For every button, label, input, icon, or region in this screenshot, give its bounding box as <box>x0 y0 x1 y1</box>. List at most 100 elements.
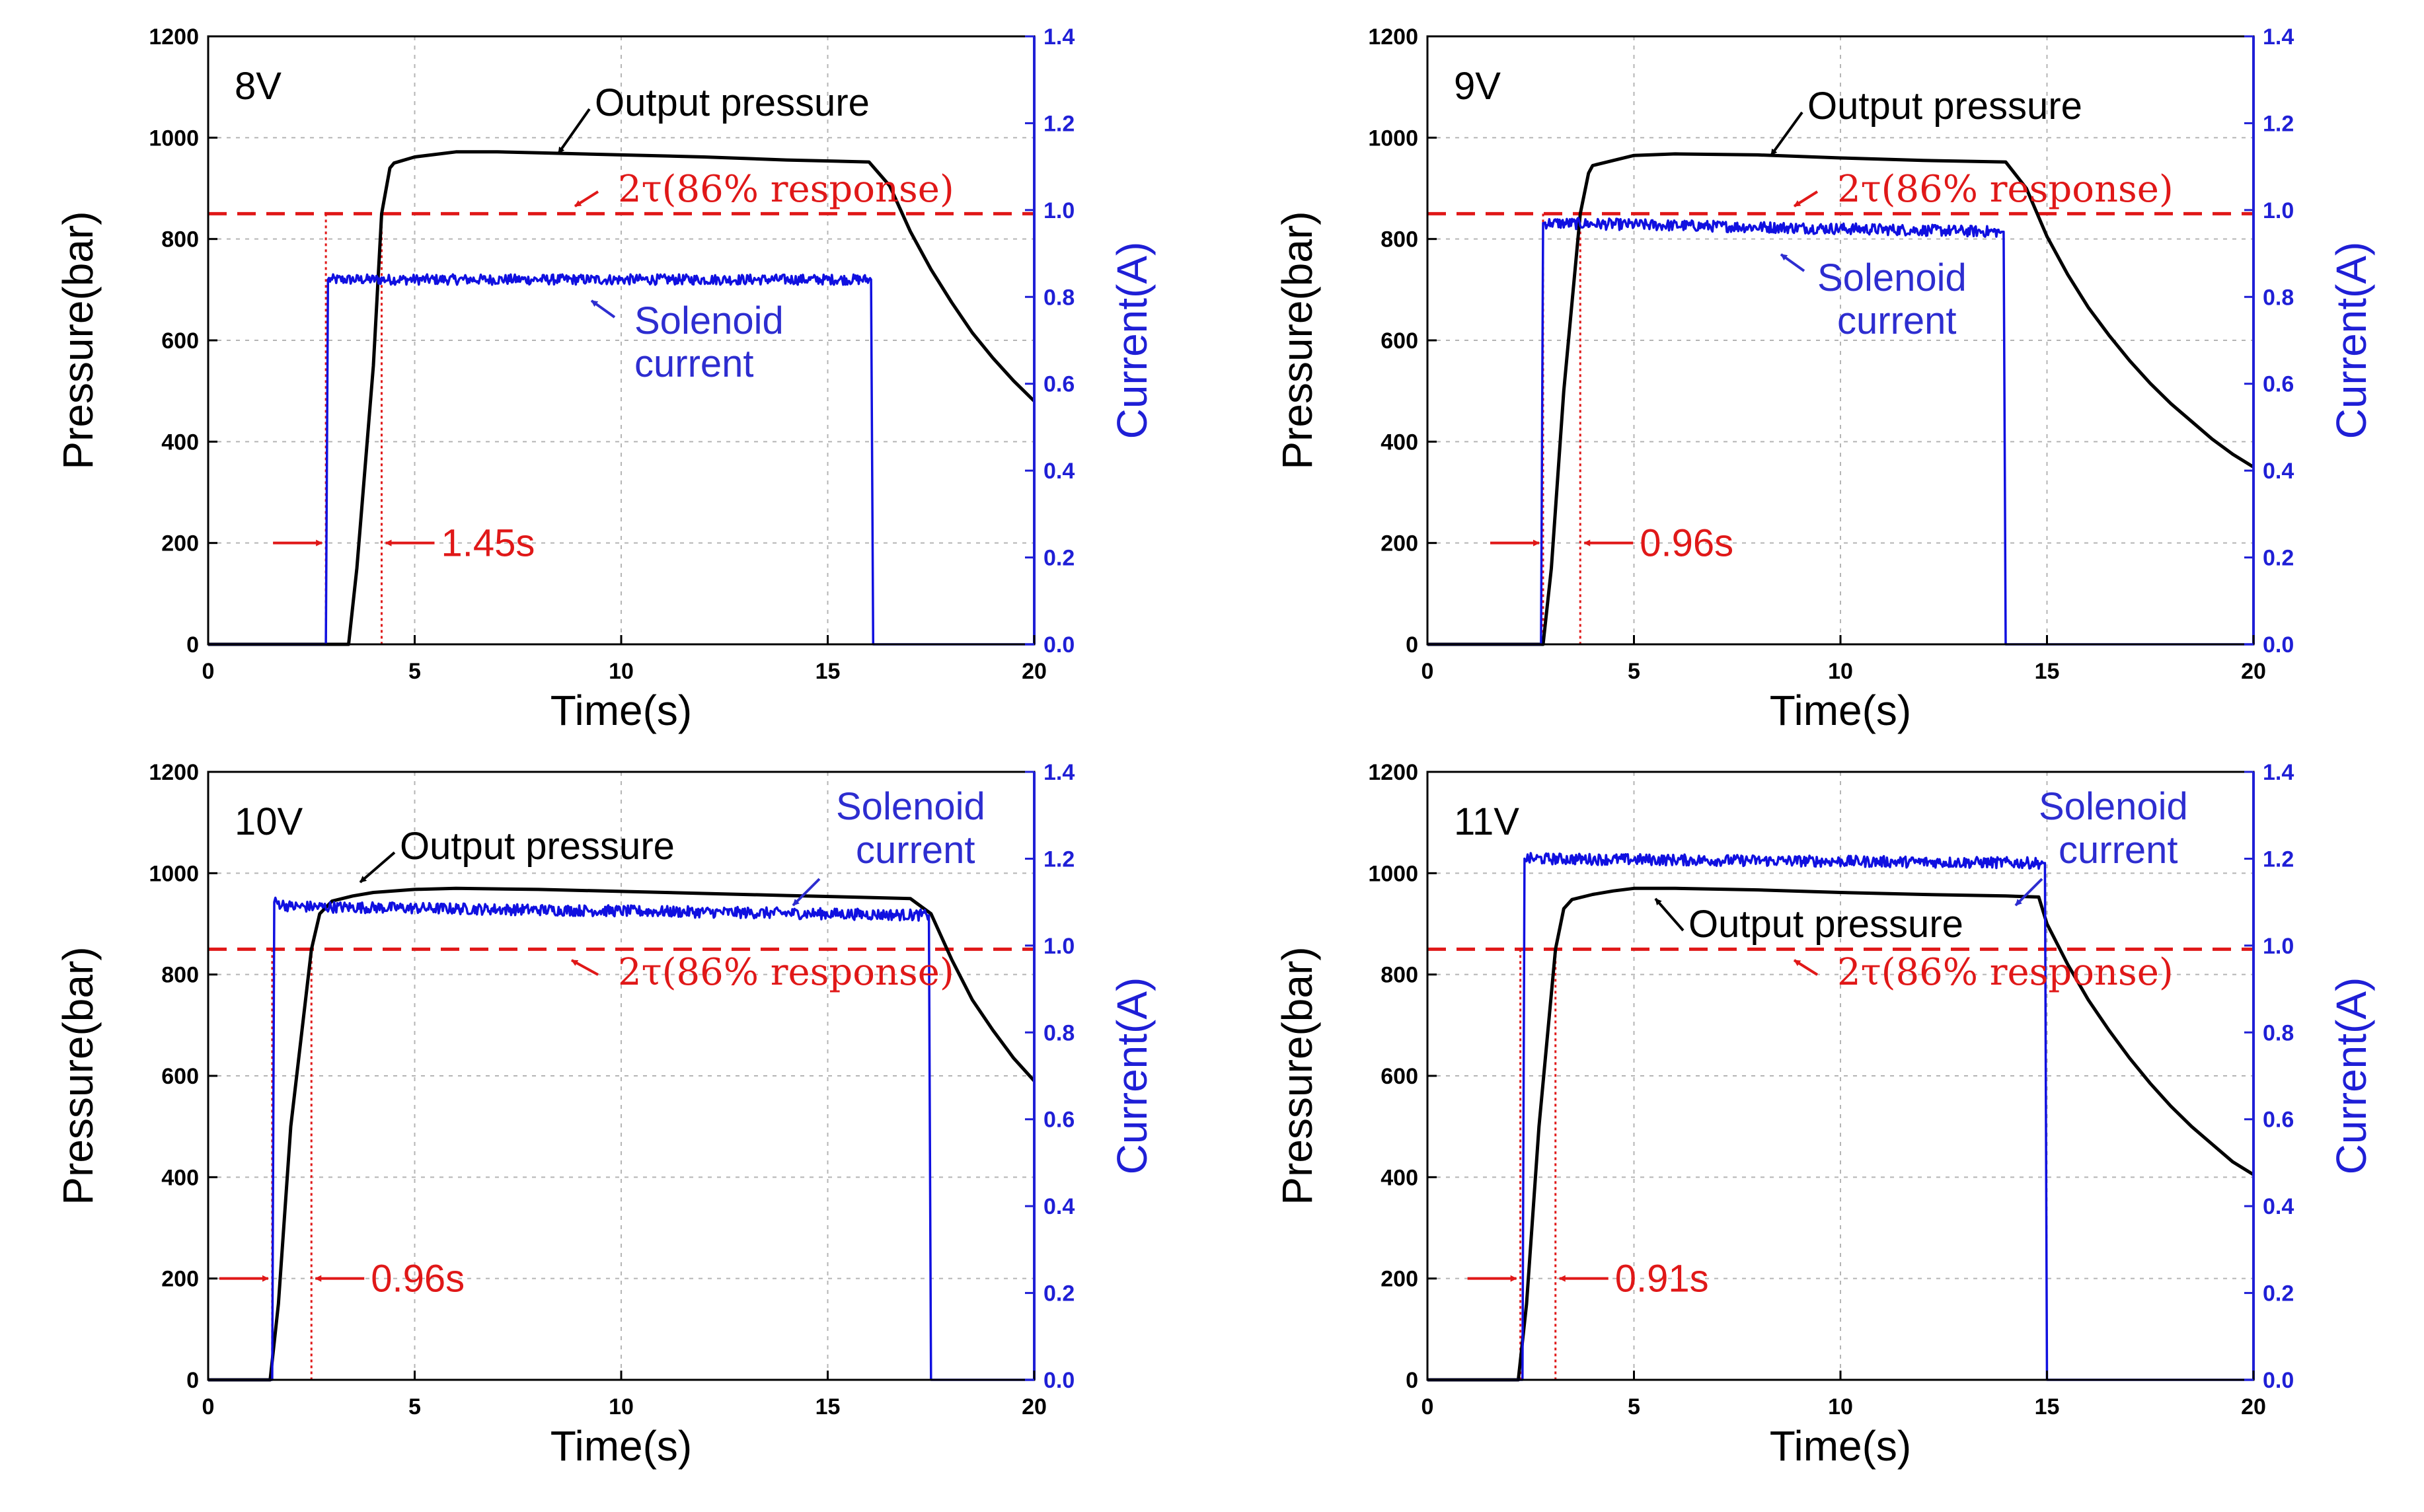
y-tick-label: 0 <box>1406 632 1418 658</box>
y2-tick-label: 0.8 <box>1043 1020 1075 1045</box>
grid <box>208 772 1034 1380</box>
grid <box>1427 772 2254 1380</box>
annotation-output-pressure: Output pressure <box>595 81 870 124</box>
y-tick-label: 1200 <box>1368 760 1418 785</box>
y2-tick-label: 1.0 <box>1043 934 1075 959</box>
annotation-arrow-threshold <box>574 190 599 208</box>
x-axis-title: Time(s) <box>550 1422 692 1470</box>
y-axis-title: Pressure(bar) <box>1273 946 1321 1205</box>
y-tick-label: 600 <box>161 1064 199 1089</box>
y-tick-label: 400 <box>1381 1165 1418 1190</box>
y2-tick-label: 1.2 <box>1043 111 1075 136</box>
y2-tick-label: 0.8 <box>2263 1020 2294 1045</box>
y2-tick-label: 0.6 <box>2263 1108 2294 1133</box>
series-output-pressure <box>1427 886 2255 1382</box>
annotation-arrow-current <box>2014 878 2043 907</box>
y2-tick-label: 1.2 <box>2263 847 2294 872</box>
y-tick-label: 400 <box>161 430 199 455</box>
y2-axis-title: Current(A) <box>2328 242 2375 439</box>
x-tick-label: 5 <box>408 659 421 684</box>
annotation-threshold: 2τ(86% response) <box>618 951 954 994</box>
series-output-pressure <box>208 886 1036 1382</box>
annotation-arrow-current <box>1780 253 1805 272</box>
x-axis-title: Time(s) <box>1770 687 1911 734</box>
annotation-arrow-pressure <box>557 108 591 155</box>
x-tick-label: 10 <box>1828 659 1853 684</box>
y2-tick-label: 1.4 <box>1043 760 1075 785</box>
panel-label: 11V <box>1454 800 1519 843</box>
y2-tick-label: 0.8 <box>1043 285 1075 310</box>
x-tick-label: 20 <box>2241 659 2266 684</box>
annotation-arrow-pressure <box>359 851 396 884</box>
annotation-current: current <box>856 829 975 872</box>
y-tick-label: 1000 <box>149 861 199 886</box>
panel-label: 8V <box>235 65 282 108</box>
y2-tick-label: 0.0 <box>1043 1368 1075 1393</box>
y2-tick-label: 0.0 <box>2263 632 2294 658</box>
annotation-solenoid: Solenoid <box>634 299 784 342</box>
y2-tick-label: 1.0 <box>2263 198 2294 223</box>
y-tick-label: 400 <box>161 1165 199 1190</box>
x-tick-label: 20 <box>2241 1394 2266 1419</box>
annotation-arrow-threshold <box>1793 190 1819 208</box>
y2-tick-label: 0.2 <box>1043 546 1075 571</box>
annotation-output-pressure: Output pressure <box>1807 85 2082 128</box>
y-tick-label: 1000 <box>149 126 199 151</box>
y-tick-label: 800 <box>1381 227 1418 252</box>
x-tick-label: 0 <box>1421 1394 1434 1419</box>
x-tick-label: 20 <box>1022 1394 1047 1419</box>
response-time-label: 0.96s <box>371 1258 465 1301</box>
panel-label: 10V <box>235 800 303 843</box>
y2-tick-label: 0.6 <box>1043 372 1075 397</box>
x-tick-label: 5 <box>1628 1394 1640 1419</box>
x-tick-label: 10 <box>609 1394 634 1419</box>
annotation-current: current <box>634 342 754 385</box>
y-tick-label: 0 <box>186 1368 199 1393</box>
y2-tick-label: 0.2 <box>2263 1281 2294 1306</box>
response-time-label: 1.45s <box>441 522 535 565</box>
x-tick-label: 10 <box>609 659 634 684</box>
y2-tick-label: 1.4 <box>2263 24 2294 50</box>
y2-tick-label: 0.4 <box>1043 459 1075 484</box>
y-tick-label: 200 <box>1381 531 1418 556</box>
annotation-arrow-current <box>590 299 616 319</box>
annotation-arrow-threshold <box>1793 959 1819 976</box>
y2-tick-label: 0.0 <box>1043 632 1075 658</box>
y-tick-label: 200 <box>1381 1267 1418 1292</box>
response-time-label: 0.91s <box>1615 1258 1709 1301</box>
annotation-threshold: 2τ(86% response) <box>1837 951 2174 994</box>
y2-tick-label: 1.4 <box>1043 24 1075 50</box>
y2-tick-label: 0.8 <box>2263 285 2294 310</box>
panel-label: 9V <box>1454 65 1501 108</box>
y2-tick-label: 1.0 <box>1043 198 1075 223</box>
annotation-output-pressure: Output pressure <box>1688 903 1963 946</box>
chart-panel-11V: 0 5 10 15 200200400600800100012000.00.20.40.… <box>1273 760 2375 1470</box>
x-tick-label: 0 <box>1421 659 1434 684</box>
series-solenoid-current <box>1427 217 2254 646</box>
y2-tick-label: 1.2 <box>2263 111 2294 136</box>
y-tick-label: 200 <box>161 531 199 556</box>
x-axis-title: Time(s) <box>1770 1422 1911 1470</box>
y-tick-label: 1200 <box>149 760 199 785</box>
y-tick-label: 1000 <box>1368 861 1418 886</box>
x-tick-label: 10 <box>1828 1394 1853 1419</box>
y2-tick-label: 0.4 <box>1043 1194 1075 1219</box>
y-tick-label: 800 <box>161 963 199 988</box>
x-tick-label: 15 <box>2035 659 2060 684</box>
y-tick-label: 0 <box>186 632 199 658</box>
y-axis-title: Pressure(bar) <box>54 946 102 1205</box>
series-solenoid-current <box>208 896 1034 1381</box>
y2-tick-label: 1.0 <box>2263 934 2294 959</box>
y2-axis-title: Current(A) <box>2328 977 2375 1175</box>
y2-tick-label: 1.2 <box>1043 847 1075 872</box>
y-tick-label: 1200 <box>149 24 199 50</box>
chart-panel-8V: 0 5 10 15 200200400600800100012000.00.20.40.… <box>54 24 1156 734</box>
x-axis-title: Time(s) <box>550 687 692 734</box>
x-tick-label: 15 <box>815 1394 841 1419</box>
x-tick-label: 0 <box>202 659 215 684</box>
y2-axis-title: Current(A) <box>1108 242 1156 439</box>
chart-panel-9V: 0 5 10 15 200200400600800100012000.00.20.40.… <box>1273 24 2375 734</box>
series-solenoid-current <box>208 273 1034 646</box>
y2-axis-title: Current(A) <box>1108 977 1156 1175</box>
y2-tick-label: 0.0 <box>2263 1368 2294 1393</box>
